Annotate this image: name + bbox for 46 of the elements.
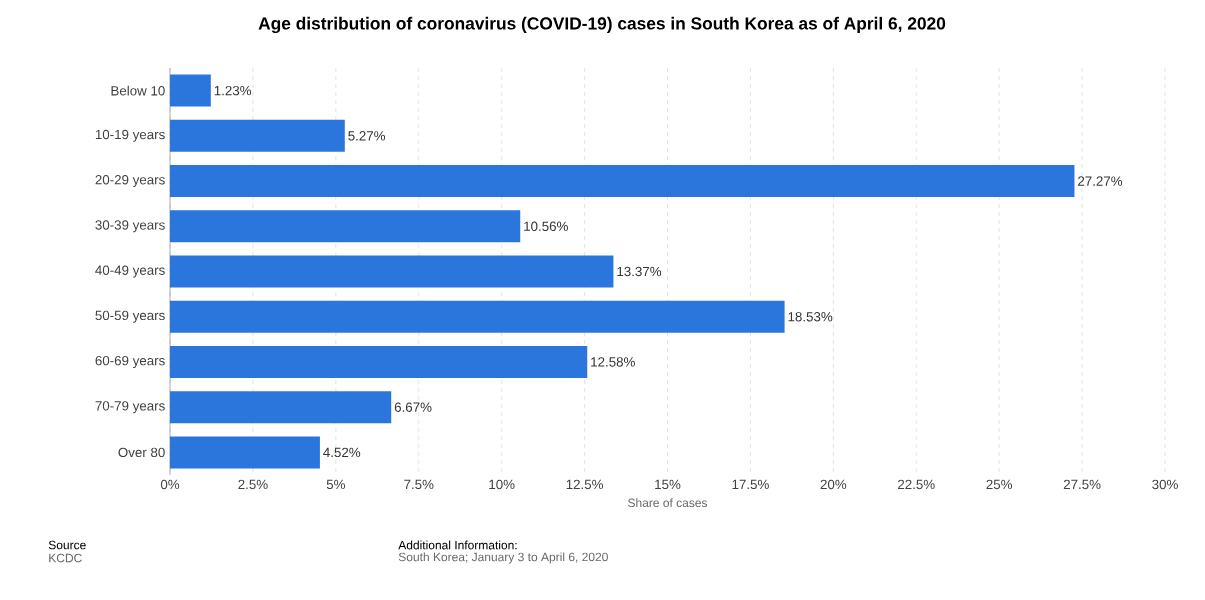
y-tick-label: 70-79 years (95, 401, 165, 414)
x-axis-title: Share of cases (628, 498, 708, 508)
bar (170, 119, 345, 152)
text: Source (48, 540, 86, 550)
bar (170, 300, 785, 333)
text: KCDC (49, 553, 82, 563)
x-tick-label: 25% (986, 479, 1013, 490)
y-tick-label: Over 80 (118, 447, 165, 458)
x-tick-label: 7.5% (404, 479, 434, 490)
x-tick-label: 0% (160, 479, 180, 490)
data-label: 4.52% (323, 447, 361, 458)
text: South Korea; January 3 to April 6, 2020 (398, 552, 608, 564)
data-label: 13.37% (617, 266, 662, 277)
y-tick-label: 20-29 years (95, 175, 165, 188)
bar (170, 345, 588, 378)
y-tick-label: 50-59 years (95, 310, 165, 323)
x-tick-label: 2.5% (238, 479, 268, 490)
y-tick-label: Below 10 (111, 85, 165, 96)
y-tick-label: 30-39 years (95, 220, 165, 233)
chart-title: Age distribution of coronavirus (COVID-19) cases in South Korea as of April 6, 2020 (258, 16, 946, 34)
bar (170, 436, 320, 469)
bar (170, 74, 211, 107)
data-label: 18.53% (788, 312, 833, 322)
data-label: 5.27% (348, 131, 386, 141)
data-label: 10.56% (524, 221, 568, 231)
x-tick-label: 5% (326, 479, 346, 490)
x-tick-label: 15% (655, 479, 681, 490)
x-tick-label: 10% (489, 479, 515, 490)
y-tick-label: 60-69 years (95, 355, 165, 368)
data-label: 6.67% (394, 402, 432, 412)
x-tick-label: 27.5% (1063, 479, 1101, 490)
bar (170, 391, 392, 424)
text: Additional Information: (398, 540, 517, 550)
y-tick-label: 40-49 years (95, 265, 165, 278)
y-tick-label: 10-19 years (95, 129, 165, 142)
x-tick-label: 22.5% (898, 479, 935, 490)
data-label: 27.27% (1078, 176, 1123, 186)
bar (170, 255, 614, 288)
x-tick-label: 20% (820, 479, 847, 490)
bar (170, 165, 1075, 198)
x-tick-label: 30% (1152, 479, 1178, 490)
data-label: 12.58% (591, 357, 635, 367)
x-tick-label: 12.5% (566, 479, 604, 490)
data-label: 1.23% (214, 85, 252, 96)
bar (170, 210, 521, 243)
x-tick-label: 17.5% (732, 479, 769, 490)
